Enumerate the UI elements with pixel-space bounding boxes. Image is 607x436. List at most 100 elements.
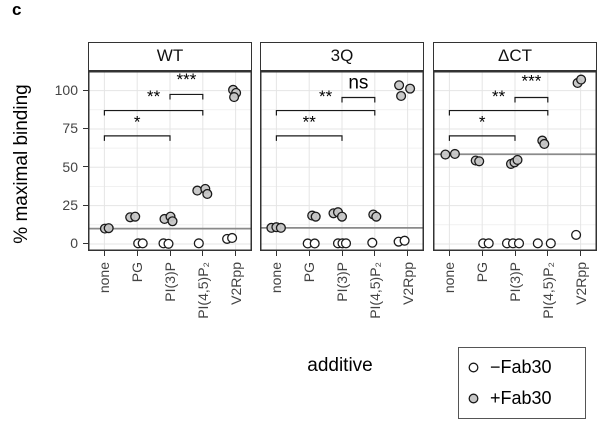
facet-strip: 3Q	[260, 41, 424, 71]
data-point	[193, 237, 204, 248]
significance-bracket	[103, 134, 171, 141]
x-tick-label: none	[96, 262, 113, 294]
significance-label: **	[147, 87, 161, 106]
x-tick-mark	[407, 250, 409, 256]
y-tick-label: 100	[54, 82, 78, 99]
legend-item-plus-fab30: +Fab30	[467, 388, 585, 409]
data-point	[399, 235, 410, 246]
x-tick-label: none	[268, 262, 285, 294]
x-tick-label: none	[441, 262, 458, 294]
significance-bracket	[341, 96, 376, 103]
x-tick-label: PI(4,5)P₂	[366, 262, 383, 319]
open-circle-key-icon	[468, 362, 479, 373]
y-tick-label: 0	[70, 235, 78, 252]
x-tick-label: PI(3)P	[162, 262, 178, 302]
data-point	[513, 237, 525, 248]
x-tick-label: V2Rpp	[572, 262, 589, 305]
x-tick-mark	[580, 250, 582, 256]
x-tick-label: PI(4,5)P₂	[194, 262, 211, 319]
significance-bracket	[448, 134, 516, 141]
x-tick-label: V2Rpp	[227, 262, 244, 305]
facet-strip: WT	[88, 41, 252, 71]
data-point	[396, 90, 407, 101]
data-point	[449, 148, 460, 159]
data-point	[192, 185, 203, 196]
x-tick-label: V2Rpp	[399, 262, 416, 305]
y-axis-title: % maximal binding	[11, 84, 32, 244]
gray-circle-key-icon	[468, 393, 479, 404]
significance-label: ns	[348, 72, 368, 93]
y-tick-mark	[83, 127, 88, 129]
x-tick-mark	[308, 250, 310, 256]
significance-bracket	[275, 134, 343, 141]
x-tick-mark	[202, 250, 204, 256]
legend: −Fab30 +Fab30	[458, 347, 586, 419]
panel-letter: c	[12, 0, 22, 19]
x-tick-label: PG	[129, 262, 146, 283]
significance-label: *	[479, 112, 486, 131]
x-tick-mark	[103, 250, 105, 256]
legend-label-plus-fab30: +Fab30	[490, 387, 552, 408]
data-point	[229, 91, 240, 102]
data-point	[474, 155, 485, 166]
significance-label: **	[319, 87, 333, 106]
x-tick-mark	[275, 250, 277, 256]
legend-item-minus-fab30: −Fab30	[467, 357, 585, 378]
data-point	[275, 222, 286, 233]
data-point	[103, 222, 114, 233]
y-tick-mark	[83, 242, 88, 244]
facet-panel: ******	[88, 70, 252, 251]
data-point	[571, 229, 582, 240]
y-tick-mark	[83, 204, 88, 206]
data-point	[394, 79, 405, 90]
x-tick-mark	[374, 250, 376, 256]
x-tick-label: PG	[301, 262, 318, 283]
x-axis-title: additive	[307, 355, 373, 376]
y-tick-label: 50	[62, 158, 78, 175]
facet-strip-label: ΔCT	[497, 46, 533, 65]
data-point	[576, 74, 587, 85]
data-point	[167, 215, 178, 226]
data-point	[483, 237, 494, 248]
y-tick-label: 75	[62, 120, 78, 137]
panel-border	[88, 70, 252, 251]
data-point	[512, 154, 523, 165]
panel-border	[433, 70, 597, 251]
x-tick-mark	[341, 250, 343, 256]
data-point	[137, 237, 148, 248]
panel-border	[260, 70, 424, 251]
significance-label: ***	[176, 71, 196, 89]
x-tick-label: PG	[474, 262, 491, 283]
x-tick-mark	[235, 250, 237, 256]
data-point	[163, 238, 174, 249]
x-tick-label: PI(3)P	[334, 262, 350, 302]
facet-panel: **** ns	[260, 70, 424, 251]
data-point	[405, 83, 416, 94]
data-point	[532, 237, 543, 248]
significance-bracket	[103, 109, 204, 116]
facet-strip: ΔCT	[433, 41, 597, 71]
facet-strip-label: 3Q	[330, 46, 354, 65]
y-tick-mark	[83, 89, 88, 91]
data-point	[336, 211, 348, 222]
y-tick-label: 25	[62, 197, 78, 214]
facet-panel: ******	[433, 70, 597, 251]
x-tick-label: PI(4,5)P₂	[539, 262, 556, 319]
x-tick-mark	[514, 250, 516, 256]
data-point	[202, 188, 213, 199]
data-point	[227, 232, 238, 243]
data-point	[545, 237, 556, 248]
x-tick-mark	[547, 250, 549, 256]
data-point	[130, 211, 141, 222]
data-point	[340, 237, 352, 248]
significance-bracket	[514, 96, 549, 103]
data-point	[310, 211, 321, 222]
significance-label: ***	[521, 71, 541, 90]
legend-label-minus-fab30: −Fab30	[490, 357, 552, 378]
data-point	[371, 211, 382, 222]
significance-label: **	[492, 87, 506, 106]
data-point	[539, 138, 550, 149]
significance-label: **	[303, 112, 317, 131]
x-tick-mark	[136, 250, 138, 256]
